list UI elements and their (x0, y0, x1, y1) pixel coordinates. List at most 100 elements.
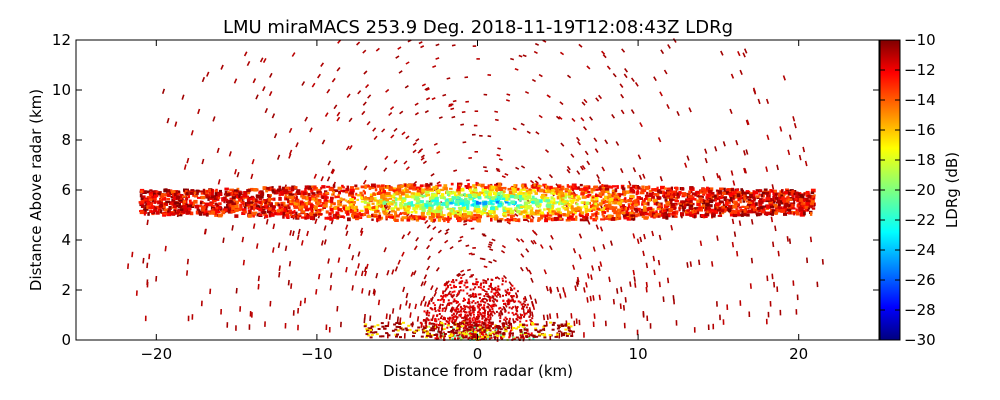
noise-dash (425, 87, 430, 92)
cloud-pixel (374, 209, 379, 213)
noise-dash (348, 117, 353, 123)
noise-dash (621, 48, 626, 53)
cloud-pixel (646, 197, 652, 202)
clutter-pixel (423, 319, 425, 321)
cloud-pixel (427, 212, 431, 216)
clutter-pixel (465, 325, 468, 328)
clutter-pixel (510, 295, 513, 297)
clutter-pixel (515, 312, 518, 315)
cloud-pixel (146, 201, 150, 206)
clutter-pixel (489, 299, 491, 302)
cloud-pixel (613, 195, 618, 198)
cloud-pixel (759, 189, 763, 193)
noise-dash (658, 234, 662, 241)
clutter-pixel (453, 290, 456, 293)
clutter-pixel (488, 314, 491, 317)
cloud-pixel (364, 196, 367, 199)
cloud-pixel (231, 211, 236, 214)
cloud-pixel (355, 217, 359, 221)
noise-dash (532, 304, 536, 310)
clutter-pixel (448, 292, 451, 295)
noise-dash (742, 52, 746, 58)
cloud-pixel (469, 215, 474, 219)
cloud-pixel (339, 215, 345, 218)
cloud-pixel (431, 215, 435, 218)
noise-dash (228, 151, 232, 157)
cloud-pixel (516, 204, 521, 208)
noise-dash (413, 180, 418, 185)
cloud-pixel (269, 194, 272, 197)
clutter-pixel (472, 326, 475, 329)
noise-dash (686, 262, 689, 268)
cloud-pixel (560, 191, 563, 195)
cloud-pixel (302, 203, 306, 207)
cloud-pixel (172, 204, 177, 209)
cloud-pixel (348, 192, 352, 197)
cloud-pixel (508, 218, 514, 221)
noise-dash (381, 128, 386, 133)
cloud-pixel (304, 213, 307, 217)
cloud-pixel (494, 195, 498, 199)
clutter-pixel (435, 320, 438, 323)
noise-dash (657, 259, 661, 266)
noise-dash (539, 244, 544, 249)
cloud-pixel (289, 211, 294, 215)
clutter-pixel (425, 311, 428, 314)
clutter-pixel (428, 325, 431, 328)
noise-dash (528, 310, 532, 317)
cloud-pixel (535, 209, 538, 214)
cloud-pixel (609, 198, 614, 202)
cloud-pixel (545, 184, 548, 188)
cloud-pixel (267, 209, 272, 214)
cloud-pixel (255, 204, 260, 209)
cloud-pixel (304, 208, 309, 212)
cloud-pixel (285, 197, 290, 201)
cloud-pixel (761, 193, 764, 198)
cloud-pixel (366, 201, 371, 205)
cloud-pixel (402, 199, 406, 203)
cloud-pixel (278, 185, 282, 190)
noise-dash (166, 117, 170, 124)
cloud-pixel (745, 190, 750, 193)
cloud-pixel (443, 218, 446, 223)
clutter-pixel (445, 283, 448, 286)
cloud-pixel (555, 188, 559, 192)
noise-dash (252, 78, 257, 84)
cloud-pixel (670, 186, 673, 191)
cloud-pixel (804, 197, 809, 202)
cloud-pixel (205, 212, 209, 217)
cloud-pixel (432, 209, 438, 213)
cloud-pixel (437, 189, 440, 193)
cloud-pixel (714, 210, 719, 214)
cloud-pixel (520, 184, 525, 188)
cloud-pixel (395, 214, 400, 218)
noise-dash (698, 259, 701, 266)
noise-dash (255, 94, 259, 100)
cloud-pixel (325, 210, 329, 214)
clutter-pixel (530, 322, 534, 324)
clutter-pixel (469, 313, 472, 316)
clutter-pixel (438, 324, 440, 326)
clutter-pixel (491, 288, 494, 291)
cloud-pixel (680, 200, 684, 203)
noise-dash (408, 303, 411, 309)
cloud-pixel (693, 215, 696, 219)
clutter-pixel (490, 278, 493, 281)
cloud-pixel (579, 218, 585, 222)
noise-dash (348, 144, 353, 150)
noise-dash (593, 313, 596, 319)
cloud-pixel (374, 188, 378, 192)
cloud-pixel (810, 188, 816, 193)
clutter-pixel (438, 313, 441, 315)
clutter-pixel (526, 303, 529, 306)
cloud-pixel (650, 208, 655, 213)
noise-dash (752, 89, 757, 95)
cloud-pixel (550, 191, 553, 195)
noise-dash (361, 288, 364, 294)
cloud-pixel (784, 191, 788, 195)
clutter-pixel (521, 303, 523, 306)
cloud-pixel (369, 197, 375, 200)
cloud-pixel (511, 188, 517, 192)
cloud-pixel (225, 210, 230, 212)
cloud-pixel (268, 197, 271, 202)
